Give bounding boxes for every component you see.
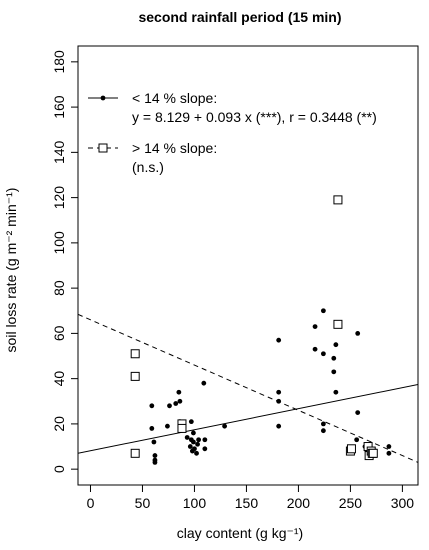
data-point-series-1 xyxy=(194,450,199,456)
data-point-series-1 xyxy=(177,398,183,404)
legend-label-series-2: > 14 % slope: xyxy=(132,140,217,156)
data-point-series-1 xyxy=(354,437,360,443)
data-point-series-2 xyxy=(333,319,343,329)
data-point-series-1 xyxy=(167,403,172,409)
data-point-series-1 xyxy=(173,401,179,406)
data-point-series-1 xyxy=(276,337,282,343)
y-tick-label: 40 xyxy=(51,371,67,387)
data-point-series-1 xyxy=(191,439,196,445)
legend-label-series-1: < 14 % slope: xyxy=(132,90,217,106)
data-point-series-1 xyxy=(386,444,392,449)
y-tick-label: 0 xyxy=(51,465,67,473)
y-tick-label: 100 xyxy=(51,231,67,255)
data-point-series-1 xyxy=(201,380,207,386)
data-point-series-1 xyxy=(152,459,158,465)
data-point-series-1 xyxy=(333,342,339,348)
data-point-series-1 xyxy=(191,430,196,436)
data-point-series-1 xyxy=(222,423,228,429)
data-point-series-1 xyxy=(355,330,361,336)
chart-title: second rainfall period (15 min) xyxy=(138,9,341,25)
data-point-series-1 xyxy=(192,446,197,452)
data-point-series-2 xyxy=(130,349,140,359)
data-point-series-1 xyxy=(320,421,326,427)
y-tick-label: 20 xyxy=(51,416,67,432)
regression-line-series-2 xyxy=(78,313,418,463)
data-point-series-2 xyxy=(177,423,187,433)
data-point-series-1 xyxy=(276,389,282,395)
data-point-series-1 xyxy=(176,389,182,395)
data-point-series-1 xyxy=(320,308,326,314)
y-tick-label: 80 xyxy=(51,280,67,296)
data-point-series-1 xyxy=(149,426,155,431)
data-point-series-1 xyxy=(187,444,193,449)
data-point-series-2 xyxy=(130,448,140,458)
data-point-series-1 xyxy=(331,355,337,361)
data-point-series-1 xyxy=(386,450,392,456)
data-point-series-1 xyxy=(202,446,208,452)
plot-frame xyxy=(77,45,419,486)
data-point-series-2 xyxy=(346,444,356,454)
data-point-series-1 xyxy=(202,437,208,443)
data-point-series-1 xyxy=(331,369,337,375)
data-point-series-1 xyxy=(276,423,282,429)
data-point-series-1 xyxy=(312,324,318,329)
legend: < 14 % slope: y = 8.129 + 0.093 x (***), … xyxy=(88,90,377,175)
plot-area xyxy=(77,45,419,486)
x-tick-label: 300 xyxy=(391,495,415,511)
legend-stats-series-1: y = 8.129 + 0.093 x (***), r = 0.3448 (*… xyxy=(132,109,377,125)
data-point-series-1 xyxy=(312,346,318,352)
x-axis: 0 50 100 150 200 250 300 xyxy=(87,485,415,511)
data-point-series-1 xyxy=(149,403,155,409)
x-tick-label: 150 xyxy=(235,495,259,511)
legend-stats-series-2: (n.s.) xyxy=(132,159,164,175)
data-point-series-2 xyxy=(130,371,140,381)
y-tick-label: 120 xyxy=(51,186,67,210)
data-point-series-1 xyxy=(355,410,361,415)
data-point-series-1 xyxy=(188,419,194,425)
x-tick-label: 250 xyxy=(339,495,363,511)
y-tick-label: 160 xyxy=(51,95,67,119)
legend-marker-series-1 xyxy=(100,95,106,101)
data-point-series-2 xyxy=(333,195,343,205)
x-axis-label: clay content (g kg⁻¹) xyxy=(177,525,303,541)
regression-line-series-1 xyxy=(78,383,418,454)
y-axis: 0 20 40 60 80 100 120 140 160 180 xyxy=(51,50,78,473)
x-tick-label: 0 xyxy=(87,495,95,511)
x-tick-label: 50 xyxy=(135,495,151,511)
data-point-series-1 xyxy=(152,453,158,458)
y-tick-label: 60 xyxy=(51,325,67,341)
y-tick-label: 140 xyxy=(51,140,67,164)
x-tick-label: 100 xyxy=(183,495,207,511)
data-point-series-1 xyxy=(165,423,170,429)
data-point-series-1 xyxy=(320,351,326,357)
legend-marker-series-2 xyxy=(98,143,108,153)
y-axis-label: soil loss rate (g m⁻² min⁻¹) xyxy=(3,188,19,353)
y-tick-label: 180 xyxy=(51,50,67,74)
data-point-series-2 xyxy=(368,448,378,458)
data-point-series-1 xyxy=(151,439,157,445)
x-tick-label: 200 xyxy=(287,495,311,511)
data-point-series-1 xyxy=(320,428,326,434)
data-point-series-1 xyxy=(184,435,190,440)
data-point-series-1 xyxy=(196,437,202,443)
data-point-series-1 xyxy=(333,389,339,395)
data-point-series-1 xyxy=(195,441,200,447)
